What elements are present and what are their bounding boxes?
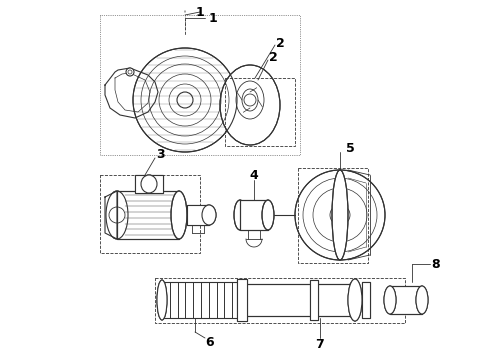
Ellipse shape <box>141 175 157 193</box>
Bar <box>237 279 247 321</box>
Bar <box>298 168 368 263</box>
Ellipse shape <box>262 200 274 230</box>
Bar <box>117 191 179 239</box>
Bar <box>135 175 163 193</box>
Bar <box>187 205 209 225</box>
Bar <box>310 280 318 320</box>
Bar <box>240 284 350 316</box>
Text: 4: 4 <box>249 168 258 181</box>
Ellipse shape <box>332 170 348 260</box>
Ellipse shape <box>157 280 167 320</box>
Bar <box>100 175 200 253</box>
Bar <box>362 282 370 318</box>
Ellipse shape <box>384 286 396 314</box>
Ellipse shape <box>234 200 246 230</box>
Ellipse shape <box>348 279 362 321</box>
Bar <box>390 286 422 314</box>
Bar <box>117 191 179 239</box>
Circle shape <box>295 170 385 260</box>
Circle shape <box>126 68 134 76</box>
Bar <box>225 78 295 146</box>
Bar <box>240 200 268 230</box>
Ellipse shape <box>106 191 128 239</box>
Text: 5: 5 <box>345 141 354 154</box>
Bar <box>135 175 163 193</box>
Text: 7: 7 <box>316 338 324 351</box>
Polygon shape <box>105 68 158 118</box>
Text: 2: 2 <box>275 36 284 50</box>
Bar <box>390 286 422 314</box>
Bar <box>187 205 209 225</box>
Bar <box>362 282 370 318</box>
Text: 1: 1 <box>209 12 218 24</box>
Text: 2: 2 <box>269 50 277 63</box>
Text: 3: 3 <box>156 148 164 161</box>
Ellipse shape <box>416 286 428 314</box>
Bar <box>240 200 268 230</box>
Ellipse shape <box>220 65 280 145</box>
Text: 8: 8 <box>432 257 441 270</box>
Bar <box>237 279 247 321</box>
Polygon shape <box>105 191 117 239</box>
Bar <box>310 280 318 320</box>
Text: 1: 1 <box>196 5 204 18</box>
Bar <box>100 15 300 155</box>
Text: 6: 6 <box>206 336 214 348</box>
Bar <box>240 284 350 316</box>
Circle shape <box>133 48 237 152</box>
Bar <box>155 278 405 323</box>
Ellipse shape <box>202 205 216 225</box>
Ellipse shape <box>171 191 187 239</box>
